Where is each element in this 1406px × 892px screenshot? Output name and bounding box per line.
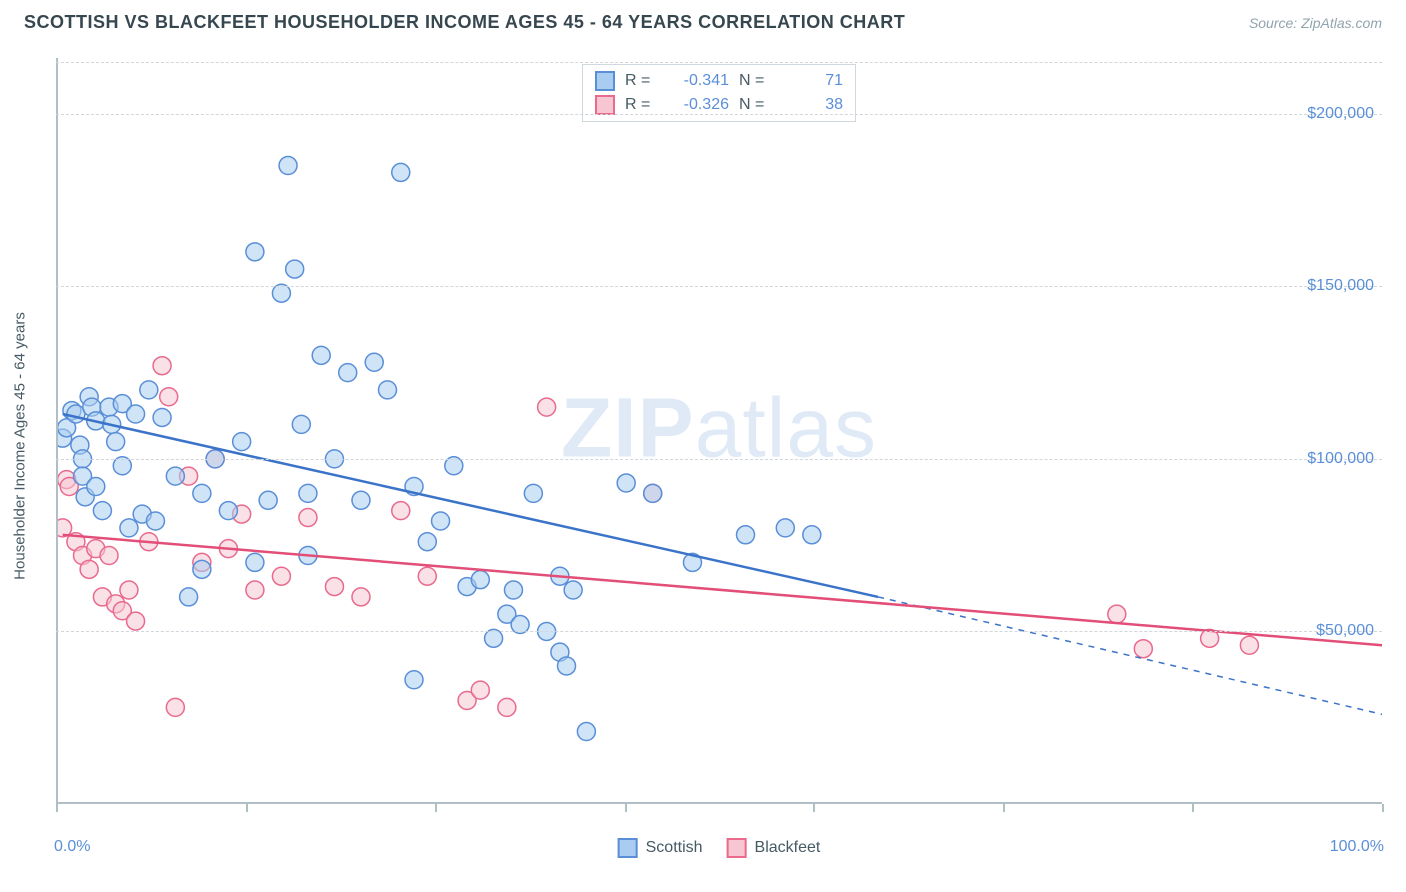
point-scottish [193,560,211,578]
point-scottish [558,657,576,675]
y-tick-label: $100,000 [1307,450,1374,468]
point-blackfeet [80,560,98,578]
legend-row-scottish: R =-0.341 N =71 [591,69,847,93]
point-blackfeet [166,698,184,716]
legend-item-blackfeet: Blackfeet [727,838,821,858]
point-scottish [299,484,317,502]
y-tick-label: $200,000 [1307,105,1374,123]
point-scottish [180,588,198,606]
swatch-scottish [595,71,615,91]
point-blackfeet [392,502,410,520]
point-scottish [259,491,277,509]
y-axis-label: Householder Income Ages 45 - 64 years [12,312,29,580]
point-scottish [286,260,304,278]
point-scottish [471,571,489,589]
swatch-blackfeet-icon [727,838,747,858]
point-blackfeet [127,612,145,630]
point-scottish [219,502,237,520]
point-scottish [193,484,211,502]
point-scottish [120,519,138,537]
y-tick-label: $150,000 [1307,277,1374,295]
legend-item-scottish: Scottish [618,838,703,858]
y-axis-line [56,58,58,804]
point-scottish [365,353,383,371]
point-scottish [432,512,450,530]
gridline [56,114,1382,115]
point-blackfeet [160,388,178,406]
x-tick-mark [435,804,437,812]
point-scottish [312,346,330,364]
point-blackfeet [1240,636,1258,654]
point-scottish [146,512,164,530]
point-scottish [352,491,370,509]
point-blackfeet [246,581,264,599]
scatter-plot [56,58,1382,828]
point-scottish [617,474,635,492]
point-scottish [233,433,251,451]
point-scottish [564,581,582,599]
point-blackfeet [299,509,317,527]
point-scottish [577,723,595,741]
point-scottish [405,671,423,689]
point-scottish [279,157,297,175]
point-scottish [107,433,125,451]
point-blackfeet [538,398,556,416]
point-scottish [418,533,436,551]
point-scottish [379,381,397,399]
point-scottish [339,364,357,382]
x-tick-mark [1003,804,1005,812]
x-tick-mark [625,804,627,812]
point-scottish [246,243,264,261]
swatch-blackfeet [595,95,615,115]
point-scottish [292,415,310,433]
point-blackfeet [1108,605,1126,623]
point-scottish [504,581,522,599]
swatch-scottish-icon [618,838,638,858]
gridline [56,459,1382,460]
x-tick-right: 100.0% [1330,838,1384,856]
point-scottish [87,477,105,495]
chart-area: ZIPatlas R =-0.341 N =71 R =-0.326 N =38… [56,58,1382,828]
chart-title: SCOTTISH VS BLACKFEET HOUSEHOLDER INCOME… [24,12,905,33]
point-scottish [140,381,158,399]
point-scottish [737,526,755,544]
x-tick-mark [1382,804,1384,812]
point-scottish [776,519,794,537]
x-tick-left: 0.0% [54,838,90,856]
point-blackfeet [498,698,516,716]
point-scottish [524,484,542,502]
gridline [56,286,1382,287]
point-scottish [166,467,184,485]
x-tick-mark [1192,804,1194,812]
point-scottish [153,408,171,426]
point-blackfeet [272,567,290,585]
point-blackfeet [325,578,343,596]
point-scottish [127,405,145,423]
gridline [56,631,1382,632]
point-blackfeet [100,547,118,565]
point-blackfeet [1134,640,1152,658]
x-tick-mark [246,804,248,812]
point-scottish [803,526,821,544]
point-blackfeet [471,681,489,699]
point-scottish [644,484,662,502]
point-blackfeet [153,357,171,375]
x-tick-mark [813,804,815,812]
point-scottish [392,163,410,181]
legend-series: Scottish Blackfeet [618,838,821,858]
y-tick-label: $50,000 [1316,622,1374,640]
gridline [56,62,1382,63]
point-blackfeet [418,567,436,585]
point-blackfeet [120,581,138,599]
x-tick-mark [56,804,58,812]
point-scottish [93,502,111,520]
trendline-scottish-dash [878,597,1382,714]
point-blackfeet [352,588,370,606]
x-axis-line [56,802,1382,804]
point-scottish [246,553,264,571]
source-attribution: Source: ZipAtlas.com [1249,15,1382,31]
